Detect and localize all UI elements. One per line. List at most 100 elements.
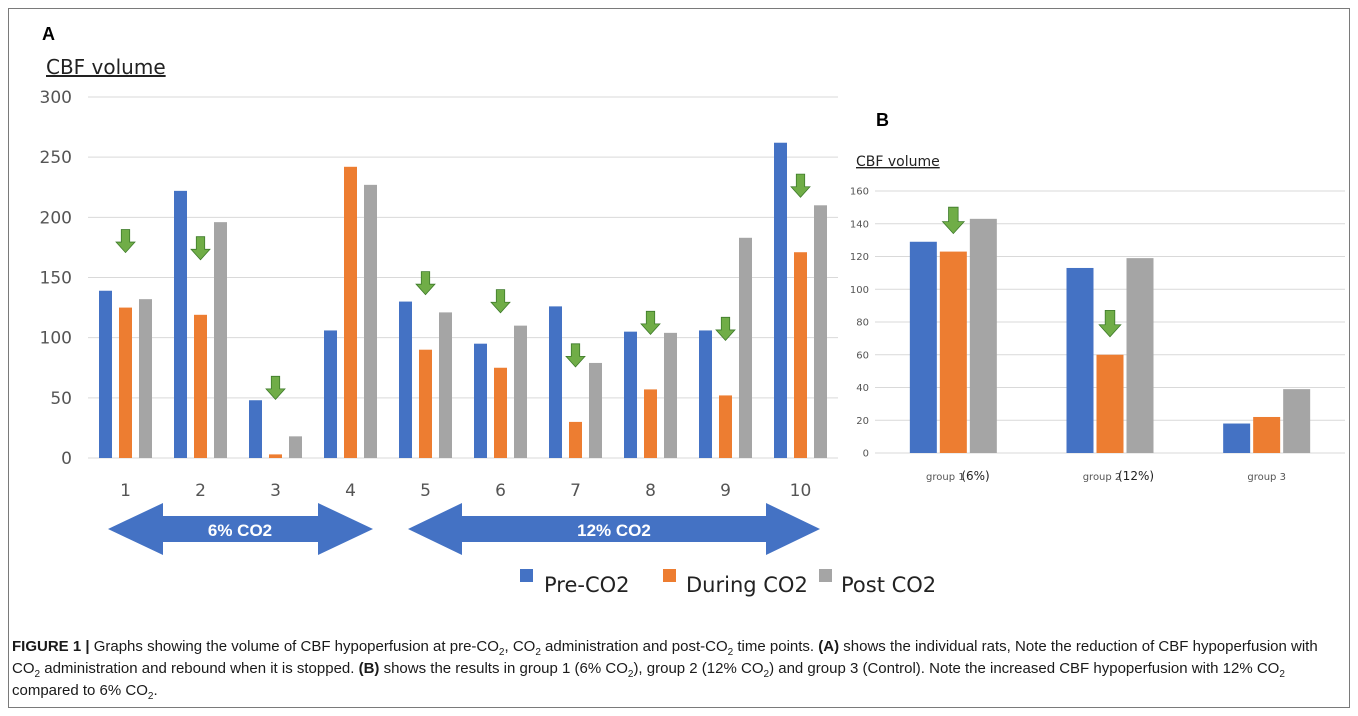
caption-subscript: 2	[147, 691, 154, 702]
panel-a-y-axis-label: CBF volume	[46, 55, 166, 79]
panel-a-green-arrows	[115, 173, 811, 400]
caption-text: .	[153, 682, 158, 699]
x-tick-label: 2	[195, 481, 206, 501]
green-down-arrow-icon	[490, 289, 511, 314]
x-tick-label: 4	[345, 481, 356, 501]
y-tick-label: 0	[61, 449, 72, 469]
green-down-arrow-icon	[941, 206, 966, 235]
caption-subscript: 2	[535, 647, 541, 658]
caption-figure-label: FIGURE 1 |	[12, 638, 90, 655]
x-tick-label: 7	[570, 481, 581, 501]
bar-post-co2	[364, 184, 377, 459]
bar-during-co2	[194, 314, 207, 458]
caption-subscript: 2	[1279, 669, 1285, 680]
bar-post-co2	[139, 299, 152, 458]
figure-caption: FIGURE 1 | Graphs showing the volume of …	[12, 636, 1342, 702]
y-tick-label: 50	[50, 389, 72, 409]
y-tick-label: 250	[40, 148, 72, 168]
bar-during-co2	[794, 252, 807, 458]
bar-pre-co2	[399, 301, 412, 458]
bar-post-co2	[589, 362, 602, 458]
bar-post-co2	[1283, 389, 1311, 453]
caption-text: time points.	[733, 638, 819, 655]
caption-text: shows the results in group 1 (6% CO	[379, 660, 628, 677]
panel-b-x-ticks: group 1(6%) group 2(12%) group 3	[926, 469, 1286, 483]
y-tick-label: 80	[856, 318, 869, 329]
caption-text: , CO	[504, 638, 536, 655]
y-tick-label: 120	[850, 252, 869, 263]
bar-pre-co2	[624, 331, 637, 458]
x-tick-label: group 3	[1247, 472, 1286, 483]
figure-frame	[8, 8, 1350, 708]
x-tick-note: (12%)	[1118, 469, 1154, 483]
bar-pre-co2	[324, 330, 337, 458]
y-tick-label: 60	[856, 350, 869, 361]
panel-b-chart: CBF volume 0 20 40 60 80 100 120 140 160 group 1…	[850, 154, 1345, 483]
legend: Pre-CO2 During CO2 Post CO2	[520, 569, 936, 597]
panel-b-bars	[909, 218, 1311, 453]
caption-ref-b: (B)	[358, 660, 380, 677]
caption-text: Graphs showing the volume of CBF hypoper…	[89, 638, 499, 655]
panel-a-gridlines	[88, 96, 838, 459]
bar-pre-co2	[249, 400, 262, 458]
y-tick-label: 140	[850, 219, 869, 230]
x-tick-label: 8	[645, 481, 656, 501]
bar-post-co2	[739, 237, 752, 458]
bar-during-co2	[344, 166, 357, 458]
x-tick-note: (6%)	[961, 469, 989, 483]
legend-label-pre: Pre-CO2	[544, 573, 630, 597]
caption-subscript: 2	[34, 669, 41, 680]
x-tick-label: 9	[720, 481, 731, 501]
caption-text: administration and post-CO	[540, 638, 728, 655]
legend-swatch-post	[819, 569, 832, 582]
y-tick-label: 150	[40, 268, 72, 288]
y-tick-label: 200	[40, 208, 72, 228]
panel-a-y-ticks: 0 50 100 150 200 250 300	[40, 88, 72, 469]
panel-b-y-ticks: 0 20 40 60 80 100 120 140 160	[850, 187, 869, 460]
bar-post-co2	[289, 436, 302, 458]
green-down-arrow-icon	[715, 316, 736, 342]
legend-label-post: Post CO2	[841, 573, 936, 597]
panel-b-label: B	[876, 110, 889, 130]
legend-label-during: During CO2	[686, 573, 808, 597]
caption-subscript: 2	[498, 647, 505, 658]
bar-pre-co2	[474, 343, 487, 458]
caption-text: shows the individual rats, Note the redu…	[12, 638, 1318, 677]
co2-6-range-arrow	[108, 503, 373, 555]
bar-during-co2	[1096, 354, 1124, 453]
bar-during-co2	[494, 367, 507, 458]
green-down-arrow-icon	[1098, 309, 1122, 338]
bar-during-co2	[419, 349, 432, 458]
caption-text: administration and rebound when it is st…	[40, 660, 359, 677]
bar-pre-co2	[774, 142, 787, 458]
panel-a-label: A	[42, 24, 55, 44]
legend-swatch-during	[663, 569, 676, 582]
caption-text: ), group 2 (12% CO	[633, 660, 764, 677]
x-tick-label: 1	[120, 481, 131, 501]
panel-b-y-axis-label: CBF volume	[856, 154, 940, 170]
green-down-arrow-icon	[115, 229, 136, 254]
bar-during-co2	[569, 421, 582, 458]
legend-swatch-pre	[520, 569, 533, 582]
bar-post-co2	[439, 312, 452, 458]
bar-post-co2	[814, 205, 827, 458]
x-tick-label: 10	[790, 481, 812, 501]
bar-post-co2	[514, 325, 527, 458]
caption-subscript: 2	[727, 647, 734, 658]
panel-b-green-arrows	[941, 206, 1122, 338]
green-down-arrow-icon	[415, 271, 436, 296]
bar-during-co2	[719, 395, 732, 458]
bar-pre-co2	[1066, 267, 1094, 453]
caption-subscript: 2	[763, 669, 770, 680]
green-down-arrow-icon	[190, 236, 211, 261]
y-tick-label: 20	[856, 416, 869, 427]
caption-text: ) and group 3 (Control). Note the increa…	[769, 660, 1280, 677]
green-down-arrow-icon	[790, 173, 811, 198]
co2-12-range-label: 12% CO2	[577, 521, 651, 540]
caption-text: compared to 6% CO	[12, 682, 148, 699]
x-tick-label: group 1	[926, 472, 965, 483]
green-down-arrow-icon	[640, 310, 661, 336]
co2-12-range-arrow	[408, 503, 820, 555]
bar-during-co2	[939, 251, 967, 453]
